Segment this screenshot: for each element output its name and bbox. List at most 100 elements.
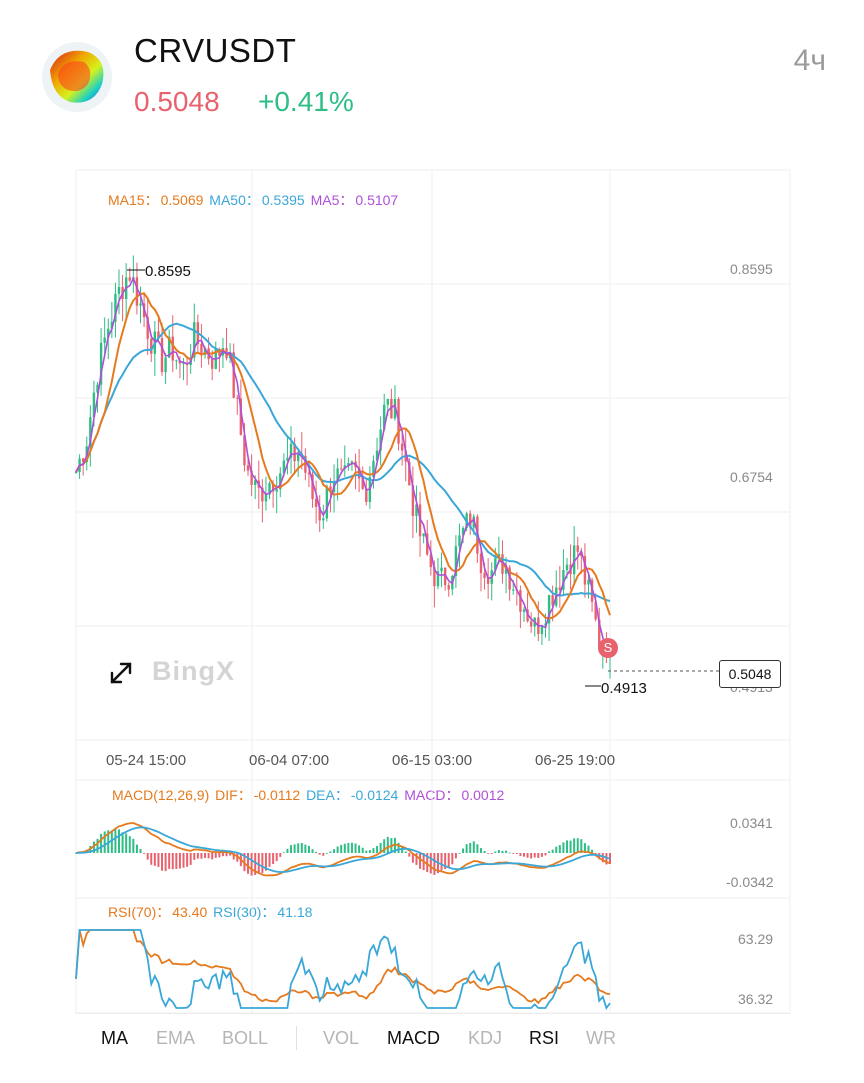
tab-macd[interactable]: MACD	[387, 1028, 440, 1048]
candle-body	[576, 545, 579, 552]
candle-body	[565, 564, 569, 571]
tab-ma[interactable]: MA	[101, 1028, 128, 1048]
macd-bar	[404, 851, 407, 853]
macd-bar	[573, 838, 576, 853]
high-annotation: 0.8595	[145, 263, 191, 280]
macd-bar	[451, 853, 454, 865]
candle-body	[203, 348, 207, 355]
macd-bar	[580, 839, 583, 853]
macd-bar	[229, 853, 232, 856]
candle-body	[150, 338, 153, 354]
tab-vol[interactable]: VOL	[323, 1028, 360, 1048]
macd-bar	[257, 853, 260, 874]
macd-bar	[397, 842, 400, 853]
rsi30-value: 41.18	[277, 904, 313, 920]
macd-bar	[336, 846, 339, 853]
tab-wr[interactable]: WR	[586, 1028, 616, 1048]
candle-body	[271, 483, 275, 492]
candle-body	[508, 567, 511, 590]
interval-selector[interactable]: 4ч	[793, 44, 826, 77]
candle-body	[357, 467, 361, 479]
price-axis-label-mid: 0.6754	[730, 469, 773, 485]
macd-bar	[318, 853, 321, 855]
candle-body	[422, 533, 425, 537]
macd-dif-line	[75, 822, 611, 877]
macd-bar	[315, 851, 318, 853]
ma5-value: 0.5107	[355, 192, 399, 208]
macd-bar	[121, 832, 124, 853]
macd-bar	[555, 846, 558, 853]
macd-bar	[143, 853, 146, 854]
macd-bar	[565, 840, 568, 853]
macd-bar	[200, 853, 203, 859]
macd-bar	[361, 847, 364, 853]
candle-body	[365, 488, 368, 502]
tab-boll[interactable]: BOLL	[222, 1028, 269, 1048]
chart-grid	[75, 169, 791, 1014]
candle-body	[598, 619, 601, 647]
macd-bar	[110, 830, 113, 853]
candle-body	[386, 398, 389, 405]
candle-body	[443, 567, 447, 586]
candle-body	[236, 397, 239, 399]
price-axis-label-top: 0.8595	[730, 261, 773, 277]
candle-body	[74, 472, 78, 474]
candle-body	[318, 506, 321, 521]
macd-bar	[465, 844, 468, 853]
macd-bar	[221, 853, 224, 857]
macd-bar	[540, 853, 543, 857]
sell-signal-marker[interactable]: S	[598, 638, 618, 658]
ma5-label: MA5：	[310, 192, 354, 208]
candle-body	[558, 587, 562, 590]
macd-bar	[354, 843, 357, 853]
macd-bar	[393, 837, 396, 853]
macd-bar	[225, 853, 228, 857]
macd-bar	[433, 853, 436, 875]
macd-bar	[508, 852, 511, 854]
macd-bar	[426, 853, 429, 873]
candle-body	[572, 545, 576, 575]
macd-bar	[429, 853, 432, 874]
tab-ema[interactable]: EMA	[156, 1028, 196, 1048]
macd-bar	[214, 853, 217, 858]
last-price: 0.5048	[134, 86, 220, 117]
candle-body	[529, 621, 533, 627]
macd-bar	[558, 845, 561, 853]
tab-rsi[interactable]: RSI	[529, 1028, 560, 1048]
candle-body	[135, 277, 139, 306]
macd-bar	[454, 853, 457, 859]
candle-body	[340, 468, 343, 470]
macd-bar	[376, 846, 379, 853]
candle-body	[171, 336, 174, 361]
ma5-line	[75, 276, 611, 651]
macd-bar	[207, 853, 210, 859]
candle-body	[322, 518, 325, 521]
candle-body	[447, 585, 450, 590]
candle-body	[494, 558, 497, 571]
macd-bar	[576, 838, 579, 853]
ma50-line	[75, 322, 611, 602]
macd-bar	[92, 841, 95, 853]
date-tick-2: 06-04 07:00	[249, 752, 329, 769]
expand-icon[interactable]	[108, 660, 134, 686]
macd-bar	[347, 843, 350, 853]
candle-body	[454, 546, 458, 577]
candle-body	[297, 453, 300, 462]
macd-bar	[272, 853, 275, 865]
tab-kdj[interactable]: KDJ	[468, 1028, 503, 1048]
macd-bar	[411, 853, 414, 863]
candle-body	[408, 461, 411, 486]
macd-bar	[526, 853, 529, 858]
dea-label: DEA：	[306, 787, 349, 803]
macd-bar	[114, 829, 117, 853]
macd-bar	[218, 853, 221, 858]
rsi-legend: RSI(70)： 43.40 RSI(30)： 41.18	[108, 902, 314, 922]
candle-body	[304, 455, 307, 473]
candle-body	[286, 457, 289, 461]
candle-body	[314, 499, 318, 507]
macd-bar	[472, 841, 475, 853]
macd-bar	[512, 853, 515, 854]
candle-body	[293, 443, 296, 462]
candle-body	[461, 528, 465, 536]
